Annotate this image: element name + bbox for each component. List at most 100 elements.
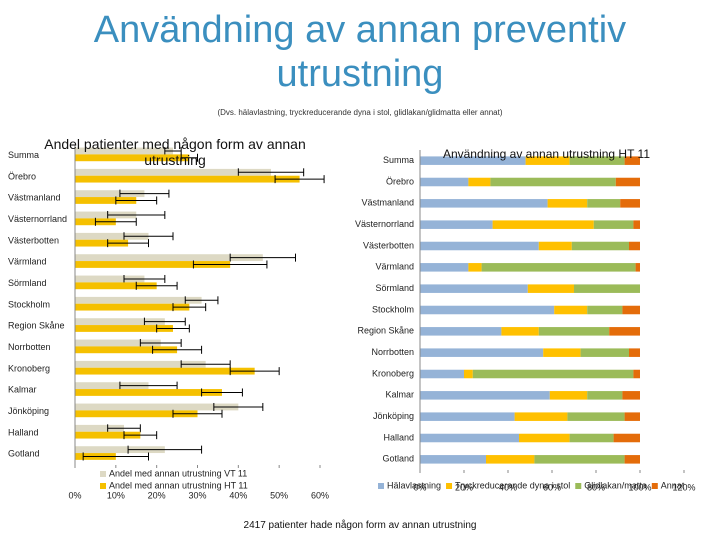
bar-segment (609, 327, 640, 336)
chart-title: Andel patienter med någon form av annan … (44, 136, 306, 168)
bar (75, 211, 137, 219)
bar-segment (549, 391, 588, 400)
bar-segment (547, 199, 588, 208)
bar-segment (629, 348, 640, 357)
category-label: Västernorrland (8, 214, 67, 224)
bar (75, 382, 149, 390)
bar (75, 360, 206, 368)
slide-title: Användning av annan preventiv utrustning (93, 9, 627, 95)
bar-segment (420, 220, 493, 229)
x-tick-label: 60% (543, 482, 561, 492)
bar-segment (635, 263, 640, 272)
bar (75, 197, 137, 204)
bar-segment (624, 156, 640, 165)
bar-segment (587, 391, 623, 400)
bar-segment (420, 284, 528, 293)
category-label: Summa (383, 155, 414, 165)
x-tick-label: 100% (628, 482, 651, 492)
bar (75, 296, 202, 304)
bar-segment (554, 305, 588, 315)
category-label: Västmanland (361, 198, 414, 208)
bar-segment (620, 199, 640, 208)
bar-segment (633, 369, 640, 379)
bar-segment (420, 433, 519, 443)
bar-segment (622, 391, 640, 400)
legend-swatch (575, 483, 582, 489)
bar (75, 424, 124, 432)
bar-segment (569, 156, 625, 165)
bar-segment (543, 348, 581, 357)
bar (75, 303, 190, 311)
category-label: Kalmar (385, 390, 414, 400)
bar (75, 168, 271, 176)
category-label: Stockholm (372, 304, 414, 314)
bar (75, 261, 231, 268)
x-tick-label: 60% (311, 490, 329, 500)
bar-segment (492, 220, 594, 229)
bar-segment (613, 433, 640, 443)
bar-segment (468, 263, 482, 272)
legend-label: Glidlakan/matta (584, 480, 647, 490)
x-tick-label: 20% (455, 482, 473, 492)
category-label: Värmland (8, 257, 47, 267)
category-label: Jönköping (8, 406, 49, 416)
bar-segment (587, 305, 623, 315)
x-tick-label: 0% (413, 482, 426, 492)
bar-segment (525, 156, 570, 165)
legend-swatch (378, 483, 384, 489)
slide-subtitle: (Dvs. hälavlastning, tryckreducerande dy… (217, 108, 503, 117)
category-label: Sörmland (8, 278, 47, 288)
bar-segment (622, 305, 640, 315)
x-tick-label: 40% (499, 482, 517, 492)
category-label: Gotland (382, 454, 414, 464)
bar (75, 367, 255, 375)
bar-segment (420, 327, 502, 336)
legend-label: Andel med annan utrustning HT 11 (109, 480, 248, 490)
x-tick-label: 40% (229, 490, 247, 500)
category-label: Västerbotten (363, 240, 414, 250)
bar-segment (420, 391, 550, 400)
bar-segment (629, 241, 640, 251)
footnote: 2417 patienter hade någon form av annan … (243, 520, 477, 531)
category-label: Jönköping (373, 411, 414, 421)
bar-segment (472, 369, 634, 379)
bar-segment (420, 177, 469, 187)
bar-segment (633, 220, 640, 229)
bar (75, 239, 129, 247)
bar (75, 431, 141, 439)
category-label: Kronoberg (8, 363, 50, 373)
bar (75, 318, 165, 326)
category-label: Kalmar (8, 385, 37, 395)
bar (75, 346, 178, 354)
bar-segment (420, 348, 544, 357)
bar (75, 254, 263, 262)
bar-segment (593, 220, 634, 229)
bar-segment (420, 369, 464, 379)
bar-segment (420, 412, 515, 421)
bar-segment (571, 241, 629, 251)
bar-segment (486, 455, 535, 464)
bar (75, 339, 161, 347)
bar-segment (569, 433, 614, 443)
bar-segment (527, 284, 574, 293)
bar-segment (420, 199, 548, 208)
bar-segment (624, 455, 640, 464)
category-label: Örebro (8, 171, 36, 181)
category-label: Halland (8, 427, 39, 437)
category-label: Gotland (8, 449, 40, 459)
legend-label: Tryckreducerande dyna i stol (455, 480, 570, 490)
bar-segment (501, 327, 539, 336)
legend-swatch (100, 483, 106, 489)
x-tick-label: 30% (188, 490, 206, 500)
bar-segment (580, 348, 629, 357)
category-label: Västerbotten (8, 235, 59, 245)
bar-segment (615, 177, 640, 187)
legend-swatch (446, 483, 453, 489)
bar-segment (420, 455, 486, 464)
bar-segment (567, 412, 625, 421)
category-label: Norrbotten (8, 342, 51, 352)
category-label: Summa (8, 150, 39, 160)
bar-segment (514, 412, 568, 421)
